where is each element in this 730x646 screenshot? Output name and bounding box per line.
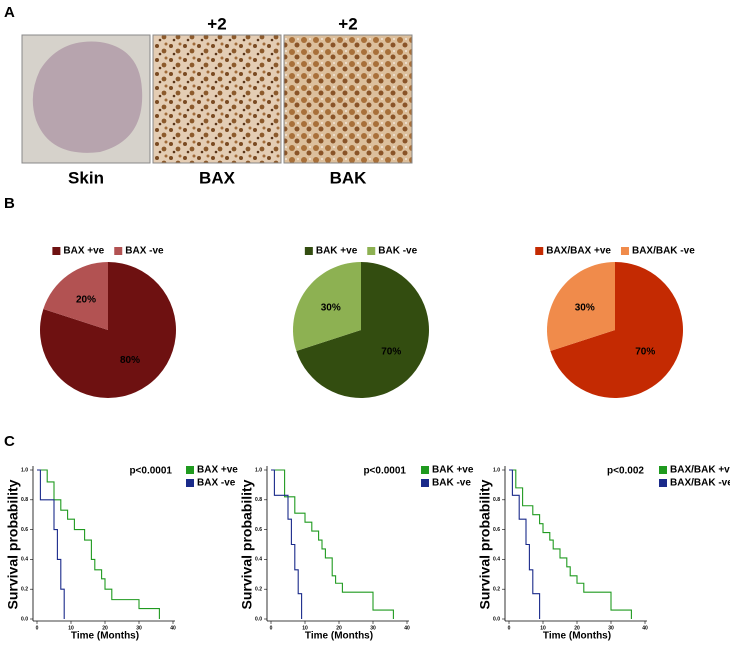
y-tick-label: 1.0 — [21, 467, 28, 473]
legend-swatch — [186, 466, 194, 474]
legend-label: BAX/BAX +ve — [546, 246, 611, 257]
y-tick-label: 1.0 — [255, 467, 262, 473]
y-tick-label: 0.0 — [255, 616, 262, 622]
x-tick-label: 0 — [508, 625, 511, 631]
legend-label: BAK +ve — [432, 465, 474, 476]
legend-label: BAX/BAK -ve — [632, 246, 695, 257]
score-label: +2 — [207, 14, 226, 33]
y-tick-label: 0.4 — [21, 557, 28, 563]
bak-image — [283, 34, 413, 164]
annotation: p<0.002 — [607, 466, 644, 477]
y-tick-label: 0.8 — [493, 497, 500, 503]
annotation: p<0.0001 — [363, 466, 406, 477]
x-tick-label: 40 — [404, 625, 410, 631]
pie-slice — [296, 262, 429, 398]
pie-slice — [43, 262, 108, 330]
legend-label: BAX/BAK -ve — [670, 478, 730, 489]
legend-swatch — [304, 247, 313, 255]
legend-swatch — [535, 247, 544, 255]
legend-swatch — [186, 479, 194, 487]
panel-label: C — [4, 433, 15, 450]
y-tick-label: 0.0 — [21, 616, 28, 622]
pie-slice — [550, 262, 684, 398]
y-tick-label: 0.4 — [493, 557, 500, 563]
slice-label: 20% — [76, 294, 96, 305]
y-tick-label: 0.6 — [21, 527, 28, 533]
y-tick-label: 1.0 — [493, 467, 500, 473]
x-tick-label: 30 — [136, 625, 142, 631]
legend-swatch — [52, 247, 61, 255]
y-tick-label: 0.8 — [255, 497, 262, 503]
legend-swatch — [659, 466, 667, 474]
survival-curve — [271, 469, 394, 619]
panel-label: A — [4, 4, 15, 21]
x-tick-label: 20 — [336, 625, 342, 631]
x-tick-label: 30 — [608, 625, 614, 631]
slice-label: 80% — [120, 355, 140, 366]
y-tick-label: 0.6 — [255, 527, 262, 533]
x-axis-label: Time (Months) — [305, 631, 373, 642]
legend-label: BAK -ve — [432, 478, 471, 489]
legend-swatch — [620, 247, 629, 255]
legend-label: BAX -ve — [125, 246, 164, 257]
legend-swatch — [421, 466, 429, 474]
x-tick-label: 20 — [102, 625, 108, 631]
y-tick-label: 0.2 — [493, 587, 500, 593]
legend-label: BAK -ve — [378, 246, 417, 257]
slice-label: 30% — [321, 303, 341, 314]
y-tick-label: 0.2 — [21, 587, 28, 593]
legend-swatch — [367, 247, 376, 255]
survival-curve — [37, 469, 160, 619]
y-tick-label: 0.4 — [255, 557, 262, 563]
image-label: BAX — [199, 168, 236, 187]
survival-curve — [37, 469, 65, 619]
x-tick-label: 40 — [642, 625, 648, 631]
panel-label: B — [4, 195, 15, 212]
x-tick-label: 10 — [68, 625, 74, 631]
legend-swatch — [421, 479, 429, 487]
x-tick-label: 10 — [302, 625, 308, 631]
y-tick-label: 0.0 — [493, 616, 500, 622]
x-axis-label: Time (Months) — [71, 631, 139, 642]
slice-label: 70% — [381, 347, 401, 358]
y-axis-label: Survival probability — [239, 479, 255, 609]
pie-slice — [547, 262, 615, 352]
x-tick-label: 30 — [370, 625, 376, 631]
annotation: p<0.0001 — [129, 466, 172, 477]
x-tick-label: 10 — [540, 625, 546, 631]
legend-label: BAX +ve — [63, 246, 104, 257]
slice-label: 70% — [635, 347, 655, 358]
score-label: +2 — [338, 14, 357, 33]
legend-label: BAX +ve — [197, 465, 238, 476]
image-label: BAK — [330, 168, 368, 187]
x-tick-label: 0 — [36, 625, 39, 631]
x-tick-label: 40 — [170, 625, 176, 631]
legend-label: BAK +ve — [316, 246, 358, 257]
y-tick-label: 0.6 — [493, 527, 500, 533]
legend-swatch — [659, 479, 667, 487]
x-tick-label: 0 — [270, 625, 273, 631]
bax-image — [152, 34, 282, 164]
y-axis-label: Survival probability — [5, 479, 21, 609]
survival-curve — [509, 469, 632, 619]
legend-swatch — [114, 247, 123, 255]
survival-curve — [509, 469, 541, 619]
y-tick-label: 0.8 — [21, 497, 28, 503]
x-tick-label: 20 — [574, 625, 580, 631]
x-axis-label: Time (Months) — [543, 631, 611, 642]
slice-label: 30% — [575, 303, 595, 314]
y-tick-label: 0.2 — [255, 587, 262, 593]
image-label: Skin — [68, 168, 104, 187]
pie-slice — [292, 262, 361, 352]
survival-curve — [271, 469, 303, 619]
legend-label: BAX -ve — [197, 478, 236, 489]
legend-label: BAX/BAK +ve — [670, 465, 730, 476]
skin-tissue — [32, 41, 143, 153]
y-axis-label: Survival probability — [477, 479, 493, 609]
